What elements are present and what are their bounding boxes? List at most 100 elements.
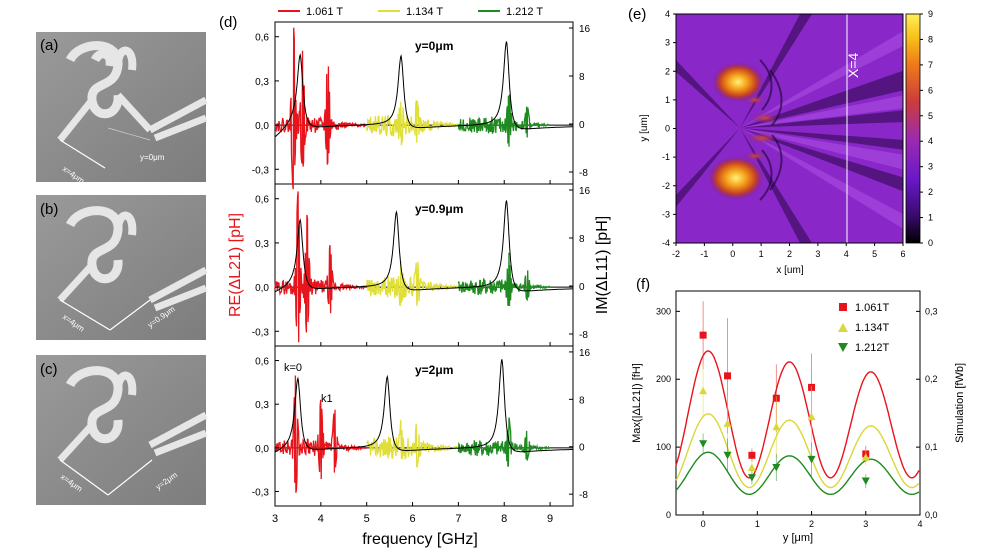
simulation-curve-3 xyxy=(675,451,920,495)
sem-panel-b: (b) x=4μm y=0.9μm xyxy=(36,195,208,340)
xtick-label-e: 3 xyxy=(815,249,820,259)
point-1.134T xyxy=(807,412,816,421)
series-re-green-d-1 xyxy=(457,94,551,147)
panel-f-data xyxy=(675,301,920,495)
ytick-label-e: -1 xyxy=(662,152,670,162)
subplot-d-3-frame xyxy=(274,345,574,507)
ytick-label-f-right: 0,1 xyxy=(925,442,938,452)
tick-label-d3-right: 0 xyxy=(579,443,585,454)
tick-label-d2-right: 0 xyxy=(579,282,585,293)
panel-f-axes: 0 1 2 3 4 300 200 100 0 0,3 0,2 0,1 0,0 xyxy=(656,306,938,529)
point-1.134T xyxy=(723,419,732,427)
tick-label-d3-right: -8 xyxy=(579,490,588,501)
panel-d-ylabel-right: IM(ΔL11) [pH] xyxy=(594,216,611,314)
series-re-yellow-d-3 xyxy=(366,419,459,468)
annotation-k1: k1 xyxy=(321,393,333,405)
legend-d-label-1: 1.061 T xyxy=(306,6,343,18)
xtick-label-d: 9 xyxy=(547,513,553,525)
xtick-label-e: 6 xyxy=(900,249,905,259)
panel-f-frame xyxy=(675,290,921,516)
ytick-label-e: 4 xyxy=(665,9,670,19)
legend-f-label-3: 1.212T xyxy=(855,342,890,354)
series-im-black-d-1 xyxy=(274,41,573,138)
legend-f-label-2: 1.134T xyxy=(855,322,890,334)
panel-a-label: (a) xyxy=(40,37,58,54)
colorbar-tick-label: 5 xyxy=(928,111,933,121)
point-1.212T xyxy=(861,477,870,486)
tick-label-d3-left: 0,3 xyxy=(255,400,269,411)
tick-label-d3-right: 8 xyxy=(579,395,585,406)
ytick-label-e: -3 xyxy=(662,209,670,219)
legend-f-label-1: 1.061T xyxy=(855,302,890,314)
tick-label-d1-left: 0,0 xyxy=(255,121,269,132)
xtick-label-d: 4 xyxy=(318,513,324,525)
ytick-label-f-right: 0,3 xyxy=(925,306,938,316)
series-im-black-d-3 xyxy=(274,359,573,453)
series-re-red-d-2 xyxy=(274,191,367,343)
legend-f-marker-3 xyxy=(838,343,848,352)
panel-a-y-label: y=0μm xyxy=(140,153,165,162)
point-1.212T xyxy=(807,455,816,464)
panel-e-xlabel: x [um] xyxy=(776,265,803,276)
xtick-label-f: 4 xyxy=(917,519,922,529)
colorbar xyxy=(905,13,921,244)
simulation-curve-2 xyxy=(675,413,920,489)
colorbar-tick-label: 7 xyxy=(928,60,933,70)
series-re-red-d-1 xyxy=(275,27,367,190)
heatmap-annotation: X=4 xyxy=(845,52,861,78)
xtick-label-e: -1 xyxy=(700,249,708,259)
xtick-label-f: 3 xyxy=(863,519,868,529)
subplot-d-1-title: y=0μm xyxy=(415,39,453,53)
xtick-label-d: 5 xyxy=(364,513,370,525)
ytick-label-e: -2 xyxy=(662,181,670,191)
colorbar-tick-label: 2 xyxy=(928,187,933,197)
tick-label-d1-left: 0,3 xyxy=(255,77,269,88)
ytick-label-e: 3 xyxy=(665,38,670,48)
colorbar-tick-label: 8 xyxy=(928,34,933,44)
annotation-k0: k=0 xyxy=(284,362,302,374)
tick-label-d1-right: 0 xyxy=(579,120,585,131)
tick-label-d3-left: 0,6 xyxy=(255,357,269,368)
panel-f-ylabel-left: Max(|ΔL21|) [fH] xyxy=(631,363,643,443)
panel-f-label: (f) xyxy=(636,276,650,293)
xtick-label-e: 2 xyxy=(787,249,792,259)
panel-c-label: (c) xyxy=(40,361,58,378)
colorbar-tick-label: 3 xyxy=(928,162,933,172)
panel-d-xlabel: frequency [GHz] xyxy=(362,531,478,548)
ytick-label-f-left: 200 xyxy=(656,374,671,384)
subplot-d-2-title: y=0.9μm xyxy=(415,202,463,216)
xtick-label-d: 8 xyxy=(501,513,507,525)
point-1.134T xyxy=(747,463,756,471)
panel-f-xlabel: y [μm] xyxy=(783,532,813,544)
xtick-label-e: 4 xyxy=(844,249,849,259)
tick-label-d2-right: 8 xyxy=(579,234,585,245)
ytick-label-f-left: 300 xyxy=(656,306,671,316)
series-re-green-d-3 xyxy=(457,417,550,467)
panel-d-axes: 0,6 0,3 0,0 -0,3 16 8 0 -8 0,6 0,3 0,0 -0,3 16 8 0 -8 0,… xyxy=(252,24,591,525)
tick-label-d3-right: 16 xyxy=(579,348,591,359)
xtick-label-e: -2 xyxy=(672,249,680,259)
ytick-label-f-left: 0 xyxy=(666,510,671,520)
panel-d-data xyxy=(274,27,574,493)
sem-panel-a: (a) x=4μm y=0μm xyxy=(36,32,208,186)
tick-label-d1-left: -0,3 xyxy=(252,165,270,176)
colorbar-tick-label: 4 xyxy=(928,136,933,146)
legend-f: 1.061T 1.134T 1.212T xyxy=(838,302,890,354)
ytick-label-f-right: 0,0 xyxy=(925,510,938,520)
tick-label-d2-right: -8 xyxy=(579,330,588,341)
panel-d-label: (d) xyxy=(219,14,237,31)
xtick-label-e: 1 xyxy=(759,249,764,259)
colorbar-tick-label: 9 xyxy=(928,9,933,19)
xtick-label-e: 0 xyxy=(730,249,735,259)
colorbar-tick-label: 0 xyxy=(928,238,933,248)
point-1.061T xyxy=(748,451,756,459)
series-re-green-d-2 xyxy=(457,252,551,307)
xtick-label-f: 2 xyxy=(809,519,814,529)
ytick-label-e: 1 xyxy=(665,95,670,105)
tick-label-d3-left: 0,0 xyxy=(255,444,269,455)
point-1.212T xyxy=(772,463,781,472)
tick-label-d1-left: 0,6 xyxy=(255,33,269,44)
point-1.061T xyxy=(699,331,707,339)
heatmap-e xyxy=(676,14,903,243)
